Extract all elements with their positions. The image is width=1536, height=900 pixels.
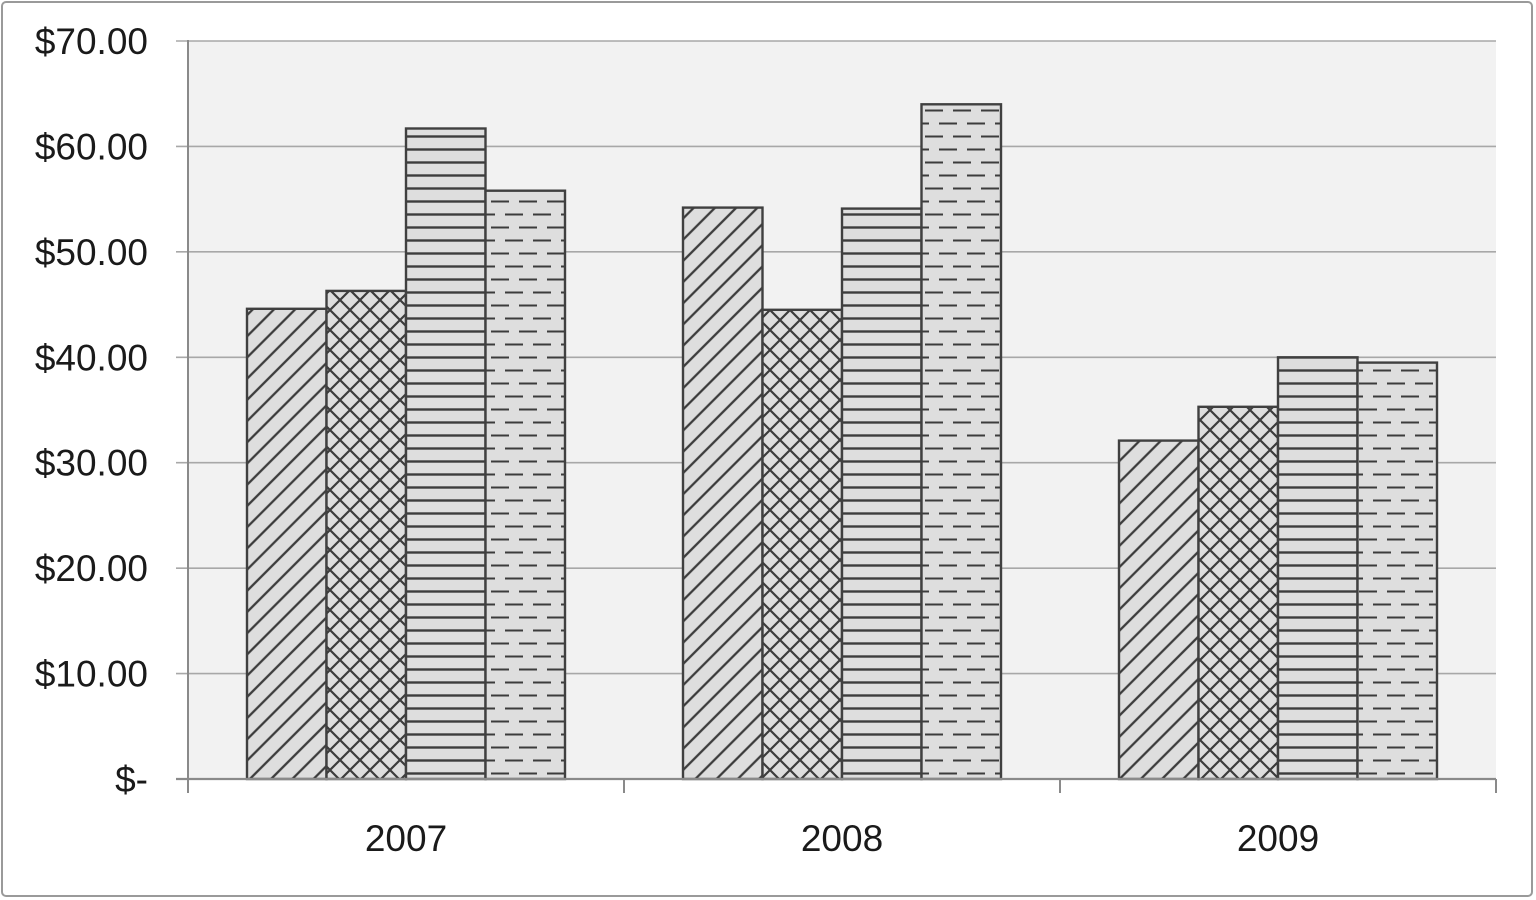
x-axis-label: 2008: [801, 818, 883, 859]
bar-2007-diagonal-stripe: [245, 307, 328, 781]
y-axis-label: $60.00: [35, 126, 148, 167]
y-axis-label: $70.00: [35, 21, 148, 62]
bar-2008-horizontal-stripe: [840, 207, 923, 781]
bar-2009-crosshatch: [1197, 405, 1280, 781]
bar-2008-crosshatch: [761, 308, 844, 781]
y-axis-labels: $- $10.00 $20.00 $30.00 $40.00 $50.00 $60.00 $7…: [35, 21, 148, 800]
bar-2009-horizontal-stripe: [1276, 356, 1359, 781]
bar-2008-diagonal-stripe: [681, 206, 764, 781]
x-axis-labels: 2007 2008 2009: [365, 818, 1319, 859]
y-axis-label: $10.00: [35, 654, 148, 695]
bar-2009-diagonal-stripe: [1117, 439, 1200, 781]
y-axis-label: $40.00: [35, 337, 148, 378]
y-axis-label: $-: [115, 759, 148, 800]
y-axis-label: $20.00: [35, 548, 148, 589]
bar-2007-crosshatch: [325, 289, 408, 781]
x-axis-label: 2009: [1237, 818, 1319, 859]
bar-2007-dashed-rows: [484, 189, 567, 781]
y-axis-label: $30.00: [35, 443, 148, 484]
bar-2007-horizontal-stripe: [404, 127, 487, 781]
axes-group: [176, 40, 1497, 793]
bar-2009-dashed-rows: [1356, 361, 1439, 781]
x-axis-label: 2007: [365, 818, 447, 859]
y-axis-label: $50.00: [35, 232, 148, 273]
bar-2008-dashed-rows: [920, 103, 1003, 781]
